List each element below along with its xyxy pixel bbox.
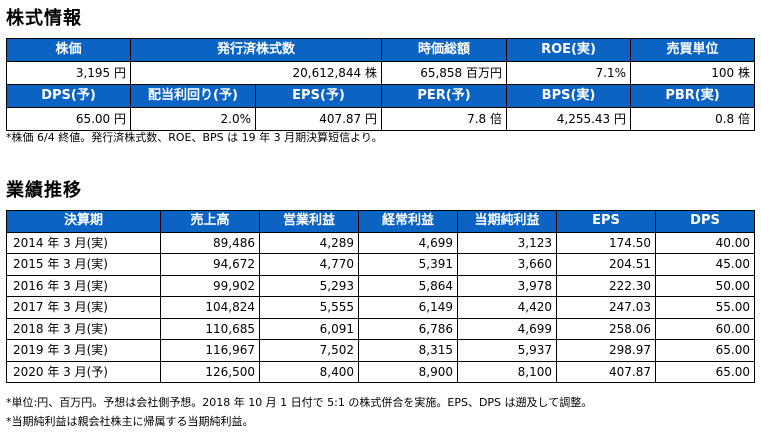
value-market-cap: 65,858 百万円 <box>381 61 508 85</box>
value-roe: 7.1% <box>506 61 632 85</box>
header-roe: ROE(実) <box>506 38 632 62</box>
table-row: 2016 年 3 月(実) 99,902 5,293 5,864 3,978 222.30… <box>6 274 755 297</box>
header-per: PER(予) <box>381 84 508 108</box>
cell-ordinary-income: 8,900 <box>358 360 458 383</box>
header-pbr: PBR(実) <box>630 84 756 108</box>
cell-net-income: 8,100 <box>457 360 557 383</box>
cell-revenue: 99,902 <box>160 274 260 297</box>
header-trading-unit: 売買単位 <box>630 38 756 62</box>
col-header-ordinary-income: 経常利益 <box>358 210 458 233</box>
cell-eps: 174.50 <box>556 231 656 254</box>
col-header-revenue: 売上高 <box>160 210 260 233</box>
header-dividend-yield: 配当利回り(予) <box>130 84 256 108</box>
cell-dps: 60.00 <box>655 317 755 340</box>
cell-revenue: 89,486 <box>160 231 260 254</box>
cell-eps: 258.06 <box>556 317 656 340</box>
cell-revenue: 110,685 <box>160 317 260 340</box>
cell-net-income: 4,699 <box>457 317 557 340</box>
cell-net-income: 3,123 <box>457 231 557 254</box>
stock-info-header-row-1: 株価 発行済株式数 時価総額 ROE(実) 売買単位 <box>6 38 756 62</box>
cell-dps: 40.00 <box>655 231 755 254</box>
stock-info-value-row-1: 3,195 円 20,612,844 株 65,858 百万円 7.1% 100… <box>6 61 756 85</box>
header-shares-outstanding: 発行済株式数 <box>129 38 383 62</box>
cell-eps: 247.03 <box>556 296 656 319</box>
stock-info-value-row-2: 65.00 円 2.0% 407.87 円 7.8 倍 4,255.43 円 0… <box>6 107 756 131</box>
cell-fiscal-period: 2017 年 3 月(実) <box>6 296 161 319</box>
value-dps: 65.00 円 <box>6 107 131 131</box>
value-pbr: 0.8 倍 <box>630 107 756 131</box>
cell-operating-income: 8,400 <box>259 360 359 383</box>
cell-fiscal-period: 2014 年 3 月(実) <box>6 231 161 254</box>
col-header-dps: DPS <box>655 210 755 233</box>
cell-fiscal-period: 2015 年 3 月(実) <box>6 253 161 276</box>
cell-net-income: 3,660 <box>457 253 557 276</box>
cell-dps: 55.00 <box>655 296 755 319</box>
cell-net-income: 3,978 <box>457 274 557 297</box>
cell-revenue: 104,824 <box>160 296 260 319</box>
performance-body: 2014 年 3 月(実) 89,486 4,289 4,699 3,123 174.50… <box>6 231 755 383</box>
cell-operating-income: 4,289 <box>259 231 359 254</box>
header-bps: BPS(実) <box>506 84 632 108</box>
performance-title: 業績推移 <box>6 180 82 201</box>
cell-fiscal-period: 2018 年 3 月(実) <box>6 317 161 340</box>
cell-ordinary-income: 6,149 <box>358 296 458 319</box>
table-row: 2015 年 3 月(実) 94,672 4,770 5,391 3,660 204.51… <box>6 253 755 276</box>
stock-info-table: 株価 発行済株式数 時価総額 ROE(実) 売買単位 3,195 円 20,61… <box>6 38 756 131</box>
cell-eps: 298.97 <box>556 339 656 362</box>
value-eps: 407.87 円 <box>254 107 383 131</box>
value-shares-outstanding: 20,612,844 株 <box>129 61 383 85</box>
value-bps: 4,255.43 円 <box>506 107 632 131</box>
cell-net-income: 5,937 <box>457 339 557 362</box>
cell-revenue: 126,500 <box>160 360 260 383</box>
col-header-fiscal-period: 決算期 <box>6 210 161 233</box>
performance-note-2: *当期純利益は親会社株主に帰属する当期純利益。 <box>6 415 254 428</box>
cell-fiscal-period: 2016 年 3 月(実) <box>6 274 161 297</box>
cell-operating-income: 4,770 <box>259 253 359 276</box>
cell-revenue: 94,672 <box>160 253 260 276</box>
cell-dps: 65.00 <box>655 339 755 362</box>
col-header-eps: EPS <box>556 210 656 233</box>
cell-eps: 204.51 <box>556 253 656 276</box>
cell-dps: 50.00 <box>655 274 755 297</box>
value-dividend-yield: 2.0% <box>130 107 256 131</box>
header-stock-price: 株価 <box>6 38 131 62</box>
cell-eps: 407.87 <box>556 360 656 383</box>
header-dps: DPS(予) <box>6 84 131 108</box>
stock-info-title: 株式情報 <box>6 8 82 29</box>
table-row: 2017 年 3 月(実) 104,824 5,555 6,149 4,420 247.0… <box>6 296 755 319</box>
performance-header-row: 決算期 売上高 営業利益 経常利益 当期純利益 EPS DPS <box>6 210 755 233</box>
performance-table: 決算期 売上高 営業利益 経常利益 当期純利益 EPS DPS 2014 年 3… <box>6 210 755 383</box>
stock-info-note: *株価 6/4 終値。発行済株式数、ROE、BPS は 19 年 3 月期決算短… <box>6 131 383 144</box>
cell-dps: 65.00 <box>655 360 755 383</box>
stock-info-header-row-2: DPS(予) 配当利回り(予) EPS(予) PER(予) BPS(実) PBR… <box>6 84 756 108</box>
cell-operating-income: 6,091 <box>259 317 359 340</box>
performance-note-1: *単位:円、百万円。予想は会社側予想。2018 年 10 月 1 日付で 5:1… <box>6 396 593 409</box>
value-per: 7.8 倍 <box>381 107 508 131</box>
header-eps: EPS(予) <box>254 84 383 108</box>
table-row: 2014 年 3 月(実) 89,486 4,289 4,699 3,123 174.50… <box>6 231 755 254</box>
cell-operating-income: 7,502 <box>259 339 359 362</box>
cell-ordinary-income: 8,315 <box>358 339 458 362</box>
cell-ordinary-income: 5,391 <box>358 253 458 276</box>
cell-fiscal-period: 2019 年 3 月(実) <box>6 339 161 362</box>
table-row: 2019 年 3 月(実) 116,967 7,502 8,315 5,937 298.9… <box>6 339 755 362</box>
cell-eps: 222.30 <box>556 274 656 297</box>
cell-operating-income: 5,555 <box>259 296 359 319</box>
cell-ordinary-income: 5,864 <box>358 274 458 297</box>
cell-fiscal-period: 2020 年 3 月(予) <box>6 360 161 383</box>
cell-revenue: 116,967 <box>160 339 260 362</box>
value-stock-price: 3,195 円 <box>6 61 131 85</box>
col-header-operating-income: 営業利益 <box>259 210 359 233</box>
header-market-cap: 時価総額 <box>381 38 508 62</box>
table-row: 2020 年 3 月(予) 126,500 8,400 8,900 8,100 407.8… <box>6 360 755 383</box>
cell-ordinary-income: 4,699 <box>358 231 458 254</box>
cell-dps: 45.00 <box>655 253 755 276</box>
cell-net-income: 4,420 <box>457 296 557 319</box>
col-header-net-income: 当期純利益 <box>457 210 557 233</box>
cell-operating-income: 5,293 <box>259 274 359 297</box>
table-row: 2018 年 3 月(実) 110,685 6,091 6,786 4,699 258.0… <box>6 317 755 340</box>
cell-ordinary-income: 6,786 <box>358 317 458 340</box>
value-trading-unit: 100 株 <box>630 61 756 85</box>
